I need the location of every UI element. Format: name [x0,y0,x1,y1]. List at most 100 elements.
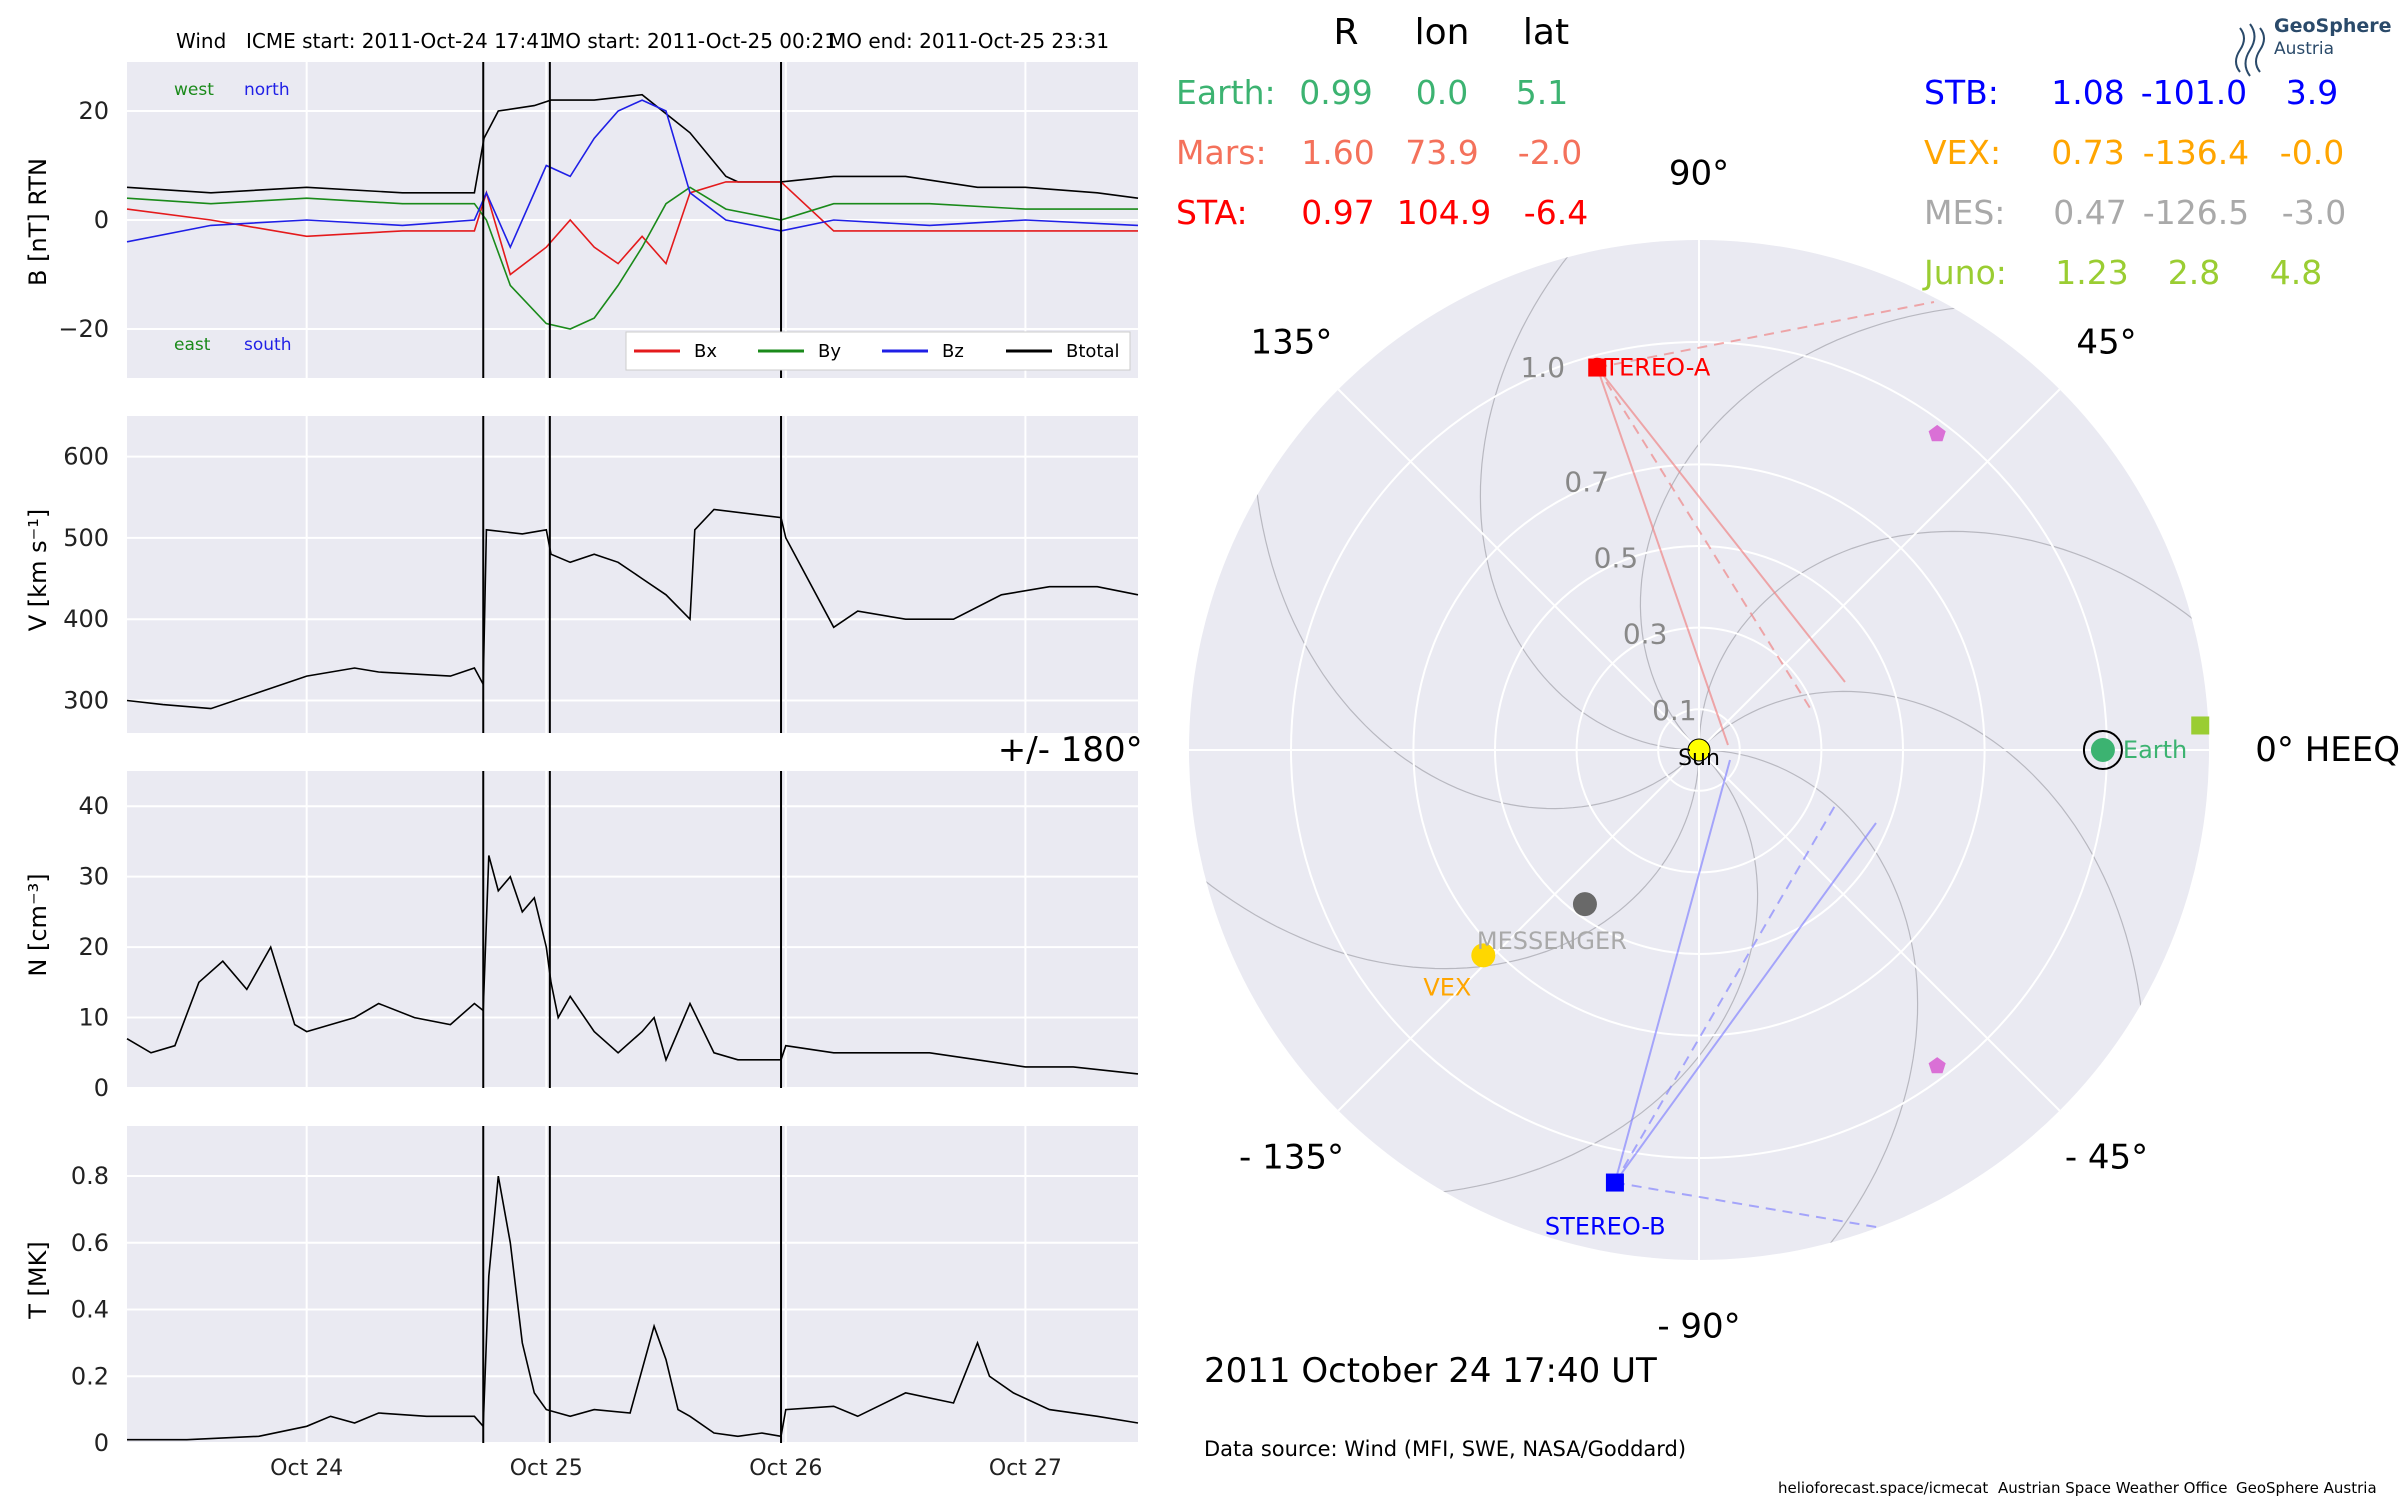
panel-title: Wind ICME start: 2011-Oct-24 17:41 MO st… [176,29,1109,53]
series-bz-line [126,99,1139,250]
row-mars: Mars: 1.60 73.9 -2.0 [1176,133,1582,172]
row-mes-name: MES: [1924,193,2005,232]
radial-tick-label: 0.5 [1594,542,1639,575]
b-corner-labels: west north east south [174,80,291,355]
y-tick-label: 30 [78,863,109,891]
row-stb-lon: -101.0 [2141,73,2247,112]
y-tick-label: −20 [58,315,109,343]
angle-label: +/- 180° [998,730,1143,770]
row-earth-name: Earth: [1176,73,1276,112]
x-tick-label: Oct 27 [989,1456,1062,1481]
x-tick-label: Oct 26 [749,1456,822,1481]
velocity-panel: 300 400 500 600 [63,416,1139,733]
fov-line [1597,301,1935,369]
angle-label: 0° HEEQ [2255,730,2400,770]
y-tick-label: 0.2 [71,1362,109,1390]
plot-area [127,771,1138,1088]
y-tick-label: 20 [78,933,109,961]
row-stb-lat: 3.9 [2286,73,2338,112]
label-south: south [244,335,291,355]
marker-stereo-a [1588,358,1607,377]
label-vex: VEX [1423,973,1471,1001]
title-icme-start: ICME start: 2011-Oct-24 17:41 [246,29,552,53]
row-earth: Earth: 0.99 0.0 5.1 [1176,73,1568,112]
row-mes-lon: -126.5 [2143,193,2249,232]
spiral-line [1479,240,1754,751]
row-vex: VEX: 0.73 -136.4 -0.0 [1924,133,2344,172]
angle-label: - 135° [1239,1138,1344,1178]
series-bx-line [126,181,1138,276]
marker-planet-pentagon [1928,1057,1946,1074]
legend-label-bz: Bz [942,341,964,362]
marker-vex [1471,943,1496,968]
row-juno-r: 1.23 [2055,253,2128,292]
geosphere-logo: GeoSphere Austria [2235,15,2392,77]
marker-sun [1687,738,1711,762]
logo-icon [2235,23,2265,77]
footer: helioforecast.space/icmecat Austrian Spa… [1778,1479,2377,1497]
row-mars-lat: -2.0 [1518,133,1582,172]
row-sta-lon: 104.9 [1397,193,1491,232]
row-mars-r: 1.60 [1301,133,1374,172]
earth-ring [2082,730,2123,770]
footer-office: Austrian Space Weather Office [1998,1479,2227,1497]
marker-earth [2090,738,2115,762]
row-juno-lat: 4.8 [2270,253,2322,292]
series-v-line [126,508,1139,710]
footer-site: helioforecast.space/icmecat [1778,1479,1988,1497]
y-tick-label: 500 [63,524,109,552]
row-sta-lat: -6.4 [1524,193,1588,232]
row-vex-lat: -0.0 [2280,133,2344,172]
fov-line [1614,1181,1883,1229]
header-r: R [1333,12,1358,53]
position-table-header: R lon lat [1333,12,1569,53]
ylabel-b: B [nT] RTN [24,158,52,286]
x-tick-labels: Oct 24 Oct 25 Oct 26 Oct 27 [270,1456,1062,1481]
marker-planet-pentagon [1928,424,1946,442]
row-juno-lon: 2.8 [2168,253,2220,292]
y-tick-label: 0.8 [71,1162,109,1190]
label-messenger: MESSENGER [1477,927,1627,955]
row-stb: STB: 1.08 -101.0 3.9 [1924,73,2338,112]
header-lat: lat [1523,12,1569,53]
spiral-line [1698,530,2209,805]
row-sta: STA: 0.97 104.9 -6.4 [1176,193,1588,232]
row-stb-name: STB: [1924,73,1999,112]
y-tick-label: 0 [94,1429,109,1457]
y-tick-label: 0.4 [71,1296,109,1324]
legend-label-bx: Bx [694,341,717,362]
row-mes-r: 0.47 [2053,193,2126,232]
b-legend: Bx By Bz Btotal [625,331,1131,371]
spiral-line [1189,695,1700,970]
row-vex-r: 0.73 [2051,133,2124,172]
y-tick-label: 0 [94,1074,109,1102]
row-sta-r: 0.97 [1301,193,1374,232]
row-mars-name: Mars: [1176,133,1267,172]
legend-label-btotal: Btotal [1066,341,1120,362]
y-tick-label: 0 [94,206,109,234]
y-tick-label: 0.6 [71,1229,109,1257]
label-east: east [174,335,211,355]
marker-unlabeled [2191,716,2210,735]
row-sta-name: STA: [1176,193,1248,232]
angle-label: - 90° [1657,1306,1740,1346]
marker-stereo-b [1605,1173,1624,1192]
y-tick-label: 40 [78,792,109,820]
logo-line1: GeoSphere [2274,15,2392,37]
row-vex-lon: -136.4 [2143,133,2249,172]
fov-line [1596,366,1846,683]
legend-label-by: By [818,341,841,362]
ylabel-t: T [MK] [24,1241,52,1319]
radial-tick-label: 1.0 [1521,351,1566,384]
label-north: north [244,80,290,100]
y-tick-label: 300 [63,686,109,714]
angle-label: 90° [1669,154,1729,194]
radial-tick-label: 0.1 [1652,694,1697,727]
position-table-left: Earth: 0.99 0.0 5.1 Mars: 1.60 73.9 -2.0… [1176,73,1588,232]
series-n-line [126,855,1139,1075]
angle-label: 45° [2076,322,2136,362]
position-table-right: STB: 1.08 -101.0 3.9 VEX: 0.73 -136.4 -0… [1922,73,2346,292]
y-tick-label: 10 [78,1004,109,1032]
magnetic-field-panel: −20 0 20 [58,62,1139,378]
title-spacecraft: Wind [176,29,226,53]
